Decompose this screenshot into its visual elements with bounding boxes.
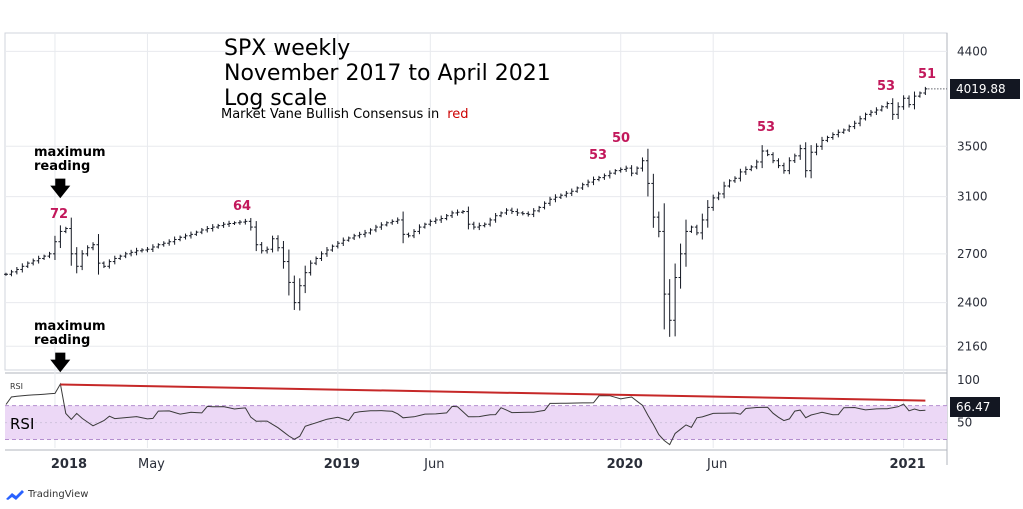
rsi-tick-label: 50 xyxy=(957,416,972,430)
title-line-3: Log scale xyxy=(224,86,327,111)
annotation-line: reading xyxy=(34,333,91,348)
rsi-panel-label: RSI xyxy=(10,415,35,433)
rsi-indicator-tag[interactable]: RSI xyxy=(10,382,23,391)
time-tick-label: Jun xyxy=(706,457,727,472)
mv-label: 64 xyxy=(233,199,252,214)
time-tick-label: 2018 xyxy=(51,457,87,472)
annotation-price-max: maximum reading xyxy=(34,146,106,174)
time-tick-label: May xyxy=(138,457,165,472)
note-text: Market Vane Bullish Consensus in xyxy=(221,107,440,122)
price-tick-label: 3100 xyxy=(957,190,988,204)
annotation-line: maximum xyxy=(34,319,106,334)
annotation-rsi-max: maximum reading xyxy=(34,320,106,348)
brand-watermark[interactable]: TradingView xyxy=(6,489,88,500)
last-rsi-badge: 66.47 xyxy=(950,397,1000,417)
rsi-trendline xyxy=(60,383,926,402)
rsi-tick-label: 100 xyxy=(957,373,980,387)
time-tick-label: 2020 xyxy=(607,457,643,472)
mv-label: 72 xyxy=(50,207,69,222)
brand-text: TradingView xyxy=(28,489,89,500)
mv-label: 53 xyxy=(589,148,608,163)
rsi-line xyxy=(5,382,926,446)
market-vane-note: Market Vane Bullish Consensus in red xyxy=(221,107,469,122)
mv-label: 50 xyxy=(612,131,631,146)
mv-label: 53 xyxy=(757,120,776,135)
price-tick-label: 4400 xyxy=(957,44,988,58)
time-tick-label: 2021 xyxy=(890,457,926,472)
note-red-word: red xyxy=(447,107,469,122)
chart-title: SPX weekly November 2017 to April 2021 L… xyxy=(224,36,551,111)
tradingview-logo-icon xyxy=(6,489,24,500)
down-arrow-icon: 🡇 xyxy=(50,176,71,200)
down-arrow-icon: 🡇 xyxy=(50,350,71,374)
price-tick-label: 2160 xyxy=(957,339,988,353)
time-tick-label: 2019 xyxy=(324,457,360,472)
annotation-line: maximum xyxy=(34,145,106,160)
title-line-1: SPX weekly xyxy=(224,36,351,61)
price-tick-label: 2400 xyxy=(957,296,988,310)
price-tick-label: 2700 xyxy=(957,247,988,261)
title-line-2: November 2017 to April 2021 xyxy=(224,61,551,86)
time-tick-label: Jun xyxy=(423,457,444,472)
last-price-badge: 4019.88 xyxy=(950,79,1020,99)
annotation-line: reading xyxy=(34,159,91,174)
mv-label: 53 xyxy=(877,79,896,94)
mv-label: 51 xyxy=(918,67,937,82)
price-tick-label: 3500 xyxy=(957,139,988,153)
